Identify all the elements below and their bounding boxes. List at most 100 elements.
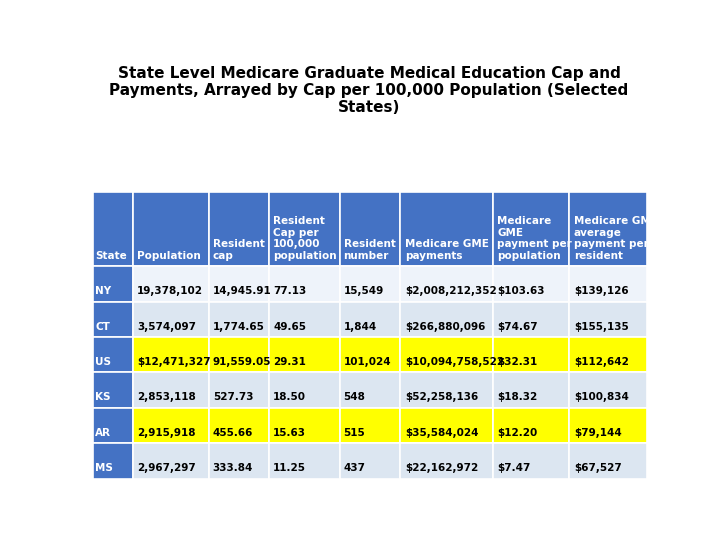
Bar [570, 302, 647, 337]
Bar [570, 192, 647, 266]
Text: Medicare
GME
payment per
population: Medicare GME payment per population [498, 216, 572, 261]
Text: $7.47: $7.47 [498, 463, 531, 473]
Bar [570, 373, 647, 408]
Text: 3,574,097: 3,574,097 [138, 322, 197, 332]
Bar [493, 373, 570, 408]
Text: 2,967,297: 2,967,297 [138, 463, 196, 473]
Text: 333.84: 333.84 [212, 463, 253, 473]
Text: 91,559.05: 91,559.05 [212, 357, 271, 367]
Bar [570, 443, 647, 478]
Text: Population: Population [138, 251, 201, 261]
Text: 15,549: 15,549 [343, 286, 384, 296]
Bar [93, 266, 132, 302]
Text: Resident
cap: Resident cap [212, 239, 265, 261]
Text: 437: 437 [343, 463, 366, 473]
Bar [493, 302, 570, 337]
Text: $18.32: $18.32 [498, 393, 538, 402]
Bar [340, 408, 400, 443]
Bar [209, 302, 269, 337]
Text: 18.50: 18.50 [274, 393, 306, 402]
Text: Medicare GME
payments: Medicare GME payments [405, 239, 489, 261]
Bar [493, 266, 570, 302]
Bar [132, 192, 209, 266]
Bar [269, 337, 340, 373]
Bar [400, 302, 493, 337]
Bar [209, 266, 269, 302]
Text: Resident
Cap per
100,000
population: Resident Cap per 100,000 population [274, 216, 337, 261]
Bar [132, 373, 209, 408]
Bar [132, 337, 209, 373]
Text: 527.73: 527.73 [212, 393, 253, 402]
Text: $2,008,212,352: $2,008,212,352 [405, 286, 497, 296]
Bar [209, 192, 269, 266]
Bar [340, 443, 400, 478]
Text: MS: MS [95, 463, 113, 473]
Bar [493, 337, 570, 373]
Text: 101,024: 101,024 [343, 357, 391, 367]
Bar [493, 408, 570, 443]
Bar [570, 266, 647, 302]
Bar [209, 337, 269, 373]
Bar [570, 408, 647, 443]
Bar [209, 443, 269, 478]
Bar [269, 266, 340, 302]
Text: $10,094,758,522: $10,094,758,522 [405, 357, 505, 367]
Text: 14,945.91: 14,945.91 [212, 286, 271, 296]
Bar [570, 337, 647, 373]
Text: 49.65: 49.65 [274, 322, 306, 332]
Bar [340, 266, 400, 302]
Text: 29.31: 29.31 [274, 357, 306, 367]
Text: $52,258,136: $52,258,136 [405, 393, 479, 402]
Text: NY: NY [95, 286, 112, 296]
Bar [93, 192, 132, 266]
Text: 2,915,918: 2,915,918 [138, 428, 196, 438]
Text: US: US [95, 357, 111, 367]
Bar [269, 443, 340, 478]
Bar [400, 192, 493, 266]
Bar [493, 192, 570, 266]
Bar [400, 373, 493, 408]
Bar [132, 266, 209, 302]
Text: $266,880,096: $266,880,096 [405, 322, 486, 332]
Text: $74.67: $74.67 [498, 322, 538, 332]
Text: 15.63: 15.63 [274, 428, 306, 438]
Text: 1,844: 1,844 [343, 322, 377, 332]
Bar [340, 373, 400, 408]
Text: $22,162,972: $22,162,972 [405, 463, 479, 473]
Text: KS: KS [95, 393, 111, 402]
Bar [93, 408, 132, 443]
Bar [400, 337, 493, 373]
Bar [132, 408, 209, 443]
Text: State Level Medicare Graduate Medical Education Cap and
Payments, Arrayed by Cap: State Level Medicare Graduate Medical Ed… [109, 66, 629, 116]
Text: $100,834: $100,834 [574, 393, 629, 402]
Bar [132, 443, 209, 478]
Bar [93, 337, 132, 373]
Text: 515: 515 [343, 428, 365, 438]
Bar [340, 337, 400, 373]
Bar [400, 266, 493, 302]
Bar [209, 373, 269, 408]
Text: 2,853,118: 2,853,118 [138, 393, 196, 402]
Text: 19,378,102: 19,378,102 [138, 286, 203, 296]
Text: $12,471,327: $12,471,327 [138, 357, 211, 367]
Text: State: State [95, 251, 127, 261]
Bar [269, 302, 340, 337]
Text: $103.63: $103.63 [498, 286, 545, 296]
Bar [132, 302, 209, 337]
Text: $155,135: $155,135 [574, 322, 629, 332]
Text: CT: CT [95, 322, 110, 332]
Text: Resident
number: Resident number [343, 239, 395, 261]
Text: $35,584,024: $35,584,024 [405, 428, 479, 438]
Bar [340, 302, 400, 337]
Text: $12.20: $12.20 [498, 428, 538, 438]
Text: Medicare GME
average
payment per
resident: Medicare GME average payment per residen… [574, 216, 658, 261]
Text: $79,144: $79,144 [574, 428, 621, 438]
Bar [340, 192, 400, 266]
Bar [93, 302, 132, 337]
Text: 548: 548 [343, 393, 365, 402]
Bar [209, 408, 269, 443]
Bar [400, 443, 493, 478]
Bar [269, 408, 340, 443]
Bar [493, 443, 570, 478]
Text: 77.13: 77.13 [274, 286, 307, 296]
